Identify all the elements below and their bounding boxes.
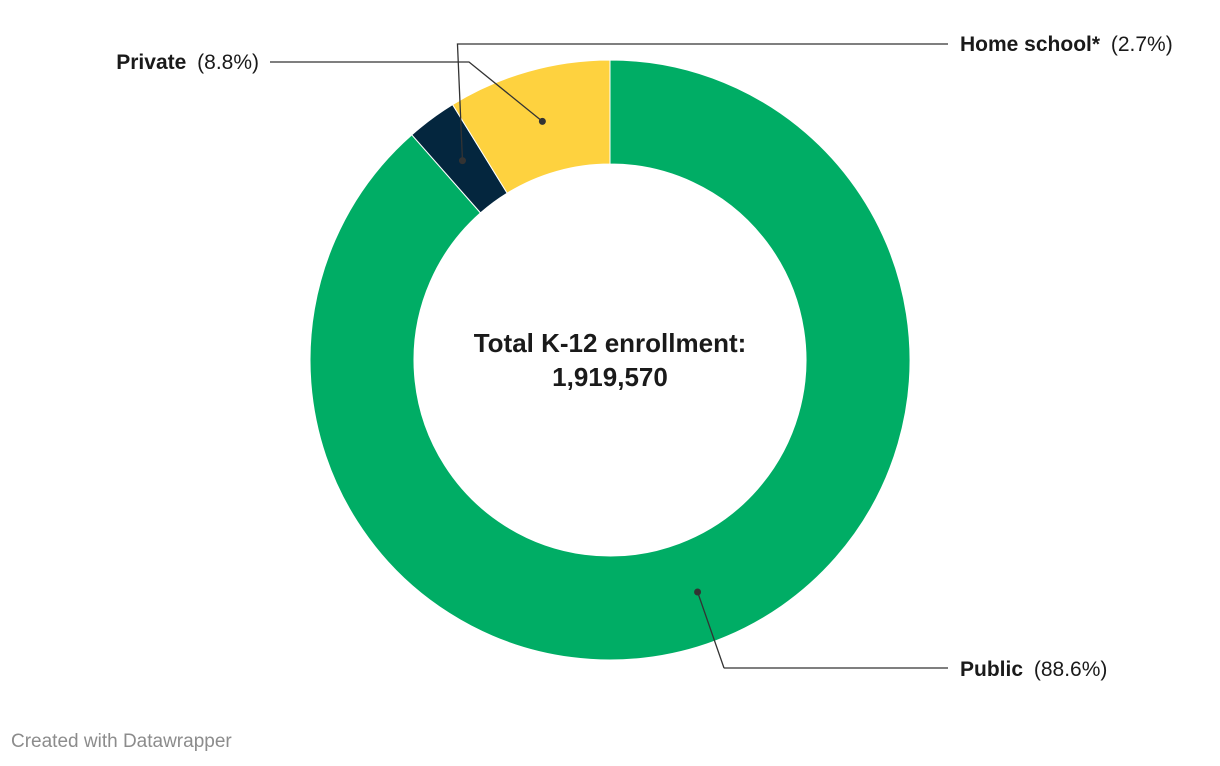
slice-label-private-pct: (8.8%) xyxy=(197,51,259,74)
slice-label-private-name: Private xyxy=(116,51,186,74)
donut-slice-private xyxy=(451,59,611,194)
leader-dot-private xyxy=(538,117,546,125)
slice-label-home-school-pct: (2.7%) xyxy=(1111,33,1173,56)
slice-label-public-name: Public xyxy=(960,658,1023,681)
slice-label-home-school-name: Home school* xyxy=(960,33,1101,56)
donut-slices xyxy=(309,59,911,661)
leader-dot-home-school xyxy=(458,157,466,165)
leader-line-public xyxy=(696,591,948,669)
slice-label-private: Private (8.8%) xyxy=(116,51,259,74)
slice-label-public: Public (88.6%) xyxy=(960,658,1107,681)
center-label-total: 1,919,570 xyxy=(552,362,668,392)
datawrapper-credit: Created with Datawrapper xyxy=(11,731,232,752)
leader-lines xyxy=(270,43,948,669)
leader-dot-public xyxy=(694,588,702,596)
leader-line-home-school xyxy=(456,43,948,161)
slice-label-public-pct: (88.6%) xyxy=(1034,658,1108,681)
leader-line-private xyxy=(270,61,543,122)
donut-slice-public xyxy=(309,59,911,661)
center-label-line1: Total K-12 enrollment: xyxy=(474,328,747,358)
slice-label-home-school: Home school* (2.7%) xyxy=(960,33,1173,56)
